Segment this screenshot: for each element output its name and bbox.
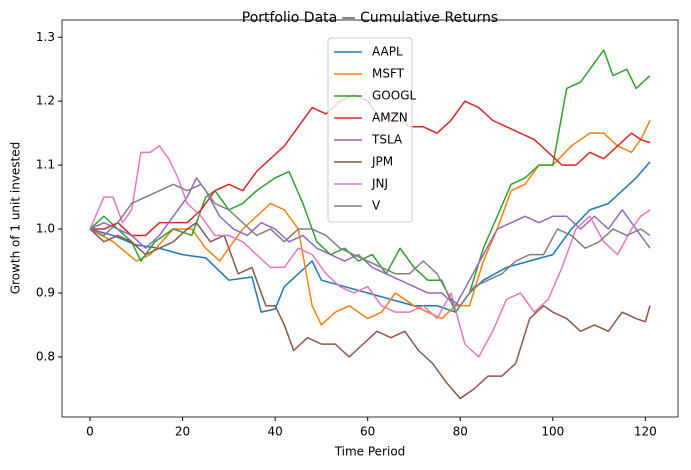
legend-label: AMZN bbox=[372, 111, 408, 125]
line-series bbox=[89, 145, 651, 358]
x-tick-label: 100 bbox=[541, 425, 564, 439]
line-series bbox=[89, 183, 651, 307]
legend-label: MSFT bbox=[372, 67, 405, 81]
legend-label: TSLA bbox=[371, 133, 403, 147]
x-tick-label: 40 bbox=[267, 425, 282, 439]
chart-title: Portfolio Data — Cumulative Returns bbox=[242, 10, 498, 26]
line-series bbox=[89, 161, 651, 313]
line-series bbox=[89, 120, 651, 326]
legend-label: V bbox=[372, 199, 381, 213]
legend-label: JPM bbox=[371, 155, 393, 169]
legend-label: GOOGL bbox=[372, 89, 416, 103]
x-tick-label: 60 bbox=[360, 425, 375, 439]
line-series bbox=[89, 221, 651, 400]
line-series bbox=[89, 177, 651, 307]
y-tick-label: 0.8 bbox=[36, 349, 55, 363]
y-tick-label: 1.0 bbox=[36, 222, 55, 236]
x-tick-label: 120 bbox=[634, 425, 657, 439]
legend-label: JNJ bbox=[371, 177, 388, 191]
y-tick-label: 1.1 bbox=[36, 158, 55, 172]
x-tick-label: 0 bbox=[86, 425, 94, 439]
legend-label: AAPL bbox=[372, 45, 403, 59]
x-axis-label: Time Period bbox=[334, 445, 406, 459]
y-tick-label: 1.2 bbox=[36, 94, 55, 108]
line-series bbox=[89, 49, 651, 313]
y-axis-label: Growth of 1 unit invested bbox=[9, 142, 23, 295]
legend-box bbox=[327, 37, 413, 223]
y-tick-label: 1.3 bbox=[36, 30, 55, 44]
plot-frame bbox=[61, 19, 679, 418]
x-tick-label: 80 bbox=[453, 425, 468, 439]
x-tick-label: 20 bbox=[175, 425, 190, 439]
y-tick-label: 0.9 bbox=[36, 285, 55, 299]
